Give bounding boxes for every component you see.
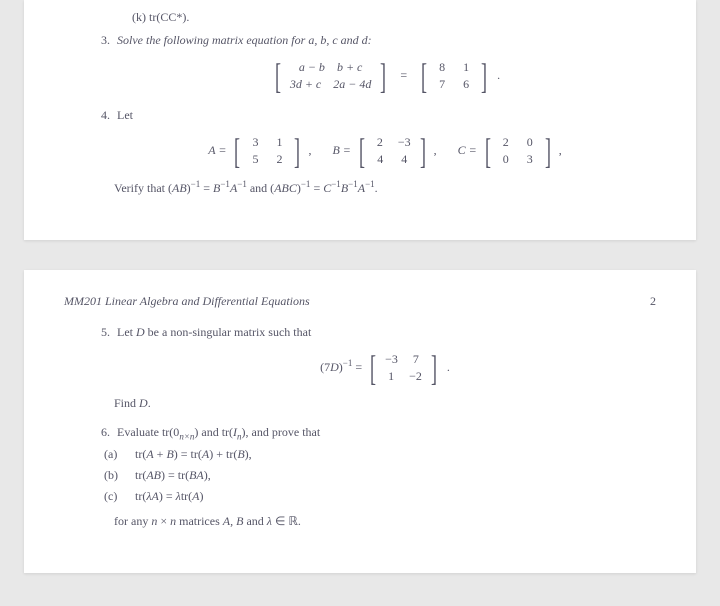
problem-3-num: 3. bbox=[88, 33, 114, 48]
q4-A-matrix: [ 31 52 ] bbox=[231, 133, 303, 169]
q4-A-10: 5 bbox=[243, 151, 267, 168]
fragment-k-text: (k) tr(CC*). bbox=[132, 10, 189, 24]
problem-6a-label: (a) bbox=[104, 447, 132, 462]
q3-equals: = bbox=[400, 68, 407, 82]
q4-comma-3: , bbox=[559, 143, 562, 157]
q3-period: . bbox=[497, 68, 500, 82]
q4-B-label: B = bbox=[332, 143, 350, 157]
q4-B-matrix: [ 2−3 44 ] bbox=[356, 133, 429, 169]
q4-C-00: 2 bbox=[494, 134, 518, 151]
problem-4: 4. Let A = [ 31 52 ] , B = [ 2−3 bbox=[114, 108, 656, 196]
q3-rhs-01: 1 bbox=[454, 59, 478, 76]
problem-6a: (a) tr(A + B) = tr(A) + tr(B), bbox=[132, 447, 656, 462]
problem-5-text: Let D be a non-singular matrix such that bbox=[117, 325, 311, 339]
q4-A-11: 2 bbox=[267, 151, 291, 168]
problem-6c-label: (c) bbox=[104, 489, 132, 504]
problem-5-equation: (7D)−1 = [ −37 1−2 ] . bbox=[114, 350, 656, 386]
q3-rhs-10: 7 bbox=[430, 76, 454, 93]
q4-B-01: −3 bbox=[392, 134, 417, 151]
q4-C-01: 0 bbox=[518, 134, 542, 151]
problem-5-find: Find D. bbox=[114, 396, 656, 411]
fragment-k: (k) tr(CC*). bbox=[132, 10, 656, 25]
page-2: MM201 Linear Algebra and Differential Eq… bbox=[24, 270, 696, 573]
problem-4-verify: Verify that (AB)−1 = B−1A−1 and (ABC)−1 … bbox=[114, 179, 656, 196]
q5-lhs: (7D)−1 = bbox=[320, 360, 362, 374]
q4-A-01: 1 bbox=[267, 134, 291, 151]
q5-10: 1 bbox=[379, 368, 403, 385]
q4-B-10: 4 bbox=[368, 151, 392, 168]
problem-3: 3. Solve the following matrix equation f… bbox=[114, 33, 656, 94]
problem-6a-text: tr(A + B) = tr(A) + tr(B), bbox=[135, 447, 252, 461]
q4-C-matrix: [ 20 03 ] bbox=[482, 133, 554, 169]
problem-6-foot: for any n × n matrices A, B and λ ∈ ℝ. bbox=[114, 514, 656, 529]
q4-C-10: 0 bbox=[494, 151, 518, 168]
page-1: (k) tr(CC*). 3. Solve the following matr… bbox=[24, 0, 696, 240]
page-2-header: MM201 Linear Algebra and Differential Eq… bbox=[24, 270, 696, 315]
q4-comma-1: , bbox=[308, 143, 311, 157]
q3-rhs-matrix: [ 81 76 ] bbox=[418, 58, 490, 94]
q3-rhs-00: 8 bbox=[430, 59, 454, 76]
q5-01: 7 bbox=[404, 351, 428, 368]
q4-A-label: A = bbox=[208, 143, 226, 157]
problem-5: 5. Let D be a non-singular matrix such t… bbox=[114, 325, 656, 411]
q3-lhs-01: b + c bbox=[331, 59, 368, 76]
problem-4-num: 4. bbox=[88, 108, 114, 123]
q3-lhs-matrix: [ a − bb + c 3d + c2a − 4d ] bbox=[272, 58, 390, 94]
q4-A-00: 3 bbox=[243, 134, 267, 151]
q5-matrix: [ −37 1−2 ] bbox=[367, 350, 440, 386]
course-title: MM201 Linear Algebra and Differential Eq… bbox=[64, 294, 310, 309]
q5-11: −2 bbox=[403, 368, 428, 385]
problem-3-equation: [ a − bb + c 3d + c2a − 4d ] = [ 81 76 ] bbox=[114, 58, 656, 94]
problem-6b-text: tr(AB) = tr(BA), bbox=[135, 468, 211, 482]
q4-C-label: C = bbox=[458, 143, 477, 157]
q5-period: . bbox=[447, 360, 450, 374]
q4-B-11: 4 bbox=[392, 151, 416, 168]
problem-5-num: 5. bbox=[88, 325, 114, 340]
problem-6c: (c) tr(λA) = λtr(A) bbox=[132, 489, 656, 504]
problem-6c-text: tr(λA) = λtr(A) bbox=[135, 489, 204, 503]
q3-lhs-00: a − b bbox=[293, 59, 331, 76]
page-1-content: (k) tr(CC*). 3. Solve the following matr… bbox=[24, 0, 696, 220]
page-number: 2 bbox=[650, 294, 656, 309]
q4-B-00: 2 bbox=[368, 134, 392, 151]
problem-4-text: Let bbox=[117, 108, 133, 122]
problem-3-text: Solve the following matrix equation for … bbox=[117, 33, 372, 47]
q4-C-11: 3 bbox=[518, 151, 542, 168]
q3-rhs-11: 6 bbox=[454, 76, 478, 93]
problem-4-matrices: A = [ 31 52 ] , B = [ 2−3 44 bbox=[114, 133, 656, 169]
problem-6b-label: (b) bbox=[104, 468, 132, 483]
q3-lhs-11: 2a − 4d bbox=[327, 76, 377, 93]
page-2-content: 5. Let D be a non-singular matrix such t… bbox=[24, 315, 696, 553]
problem-6-text: Evaluate tr(0n×n) and tr(In), and prove … bbox=[117, 425, 320, 439]
problem-6: 6. Evaluate tr(0n×n) and tr(In), and pro… bbox=[114, 425, 656, 529]
problem-6b: (b) tr(AB) = tr(BA), bbox=[132, 468, 656, 483]
q4-comma-2: , bbox=[434, 143, 437, 157]
problem-6-num: 6. bbox=[88, 425, 114, 440]
q5-00: −3 bbox=[379, 351, 404, 368]
q3-lhs-10: 3d + c bbox=[284, 76, 327, 93]
